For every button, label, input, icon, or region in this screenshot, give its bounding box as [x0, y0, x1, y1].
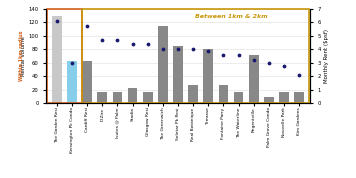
Bar — [219, 85, 228, 103]
Point — [190, 48, 196, 51]
Point — [130, 43, 135, 45]
Bar — [52, 16, 62, 103]
Point — [69, 61, 75, 64]
Bar — [203, 49, 213, 103]
Bar — [143, 92, 153, 103]
Text: Within 1km radius: Within 1km radius — [19, 31, 24, 81]
Bar — [264, 96, 274, 103]
Point — [145, 43, 151, 45]
Point — [175, 48, 181, 51]
Bar — [173, 46, 183, 103]
Point — [266, 61, 272, 64]
Point — [251, 59, 257, 62]
Bar — [158, 26, 168, 103]
Y-axis label: Rental Volume: Rental Volume — [21, 36, 26, 76]
Point — [99, 38, 105, 41]
Point — [281, 64, 287, 67]
Bar — [294, 92, 304, 103]
Bar — [67, 61, 77, 103]
Point — [84, 25, 90, 28]
Bar — [234, 92, 244, 103]
Point — [54, 20, 60, 22]
Point — [115, 38, 120, 41]
Point — [160, 48, 166, 51]
Bar — [249, 55, 258, 103]
Point — [236, 53, 241, 56]
Text: Between 1km & 2km: Between 1km & 2km — [195, 14, 267, 19]
Bar — [112, 92, 122, 103]
Point — [221, 53, 226, 56]
Bar — [82, 61, 92, 103]
Point — [205, 49, 211, 52]
Y-axis label: Monthly Rent ($psf): Monthly Rent ($psf) — [324, 29, 329, 83]
Point — [296, 74, 302, 76]
Bar — [279, 92, 289, 103]
Bar — [128, 88, 137, 103]
Bar — [98, 92, 107, 103]
Bar — [188, 85, 198, 103]
